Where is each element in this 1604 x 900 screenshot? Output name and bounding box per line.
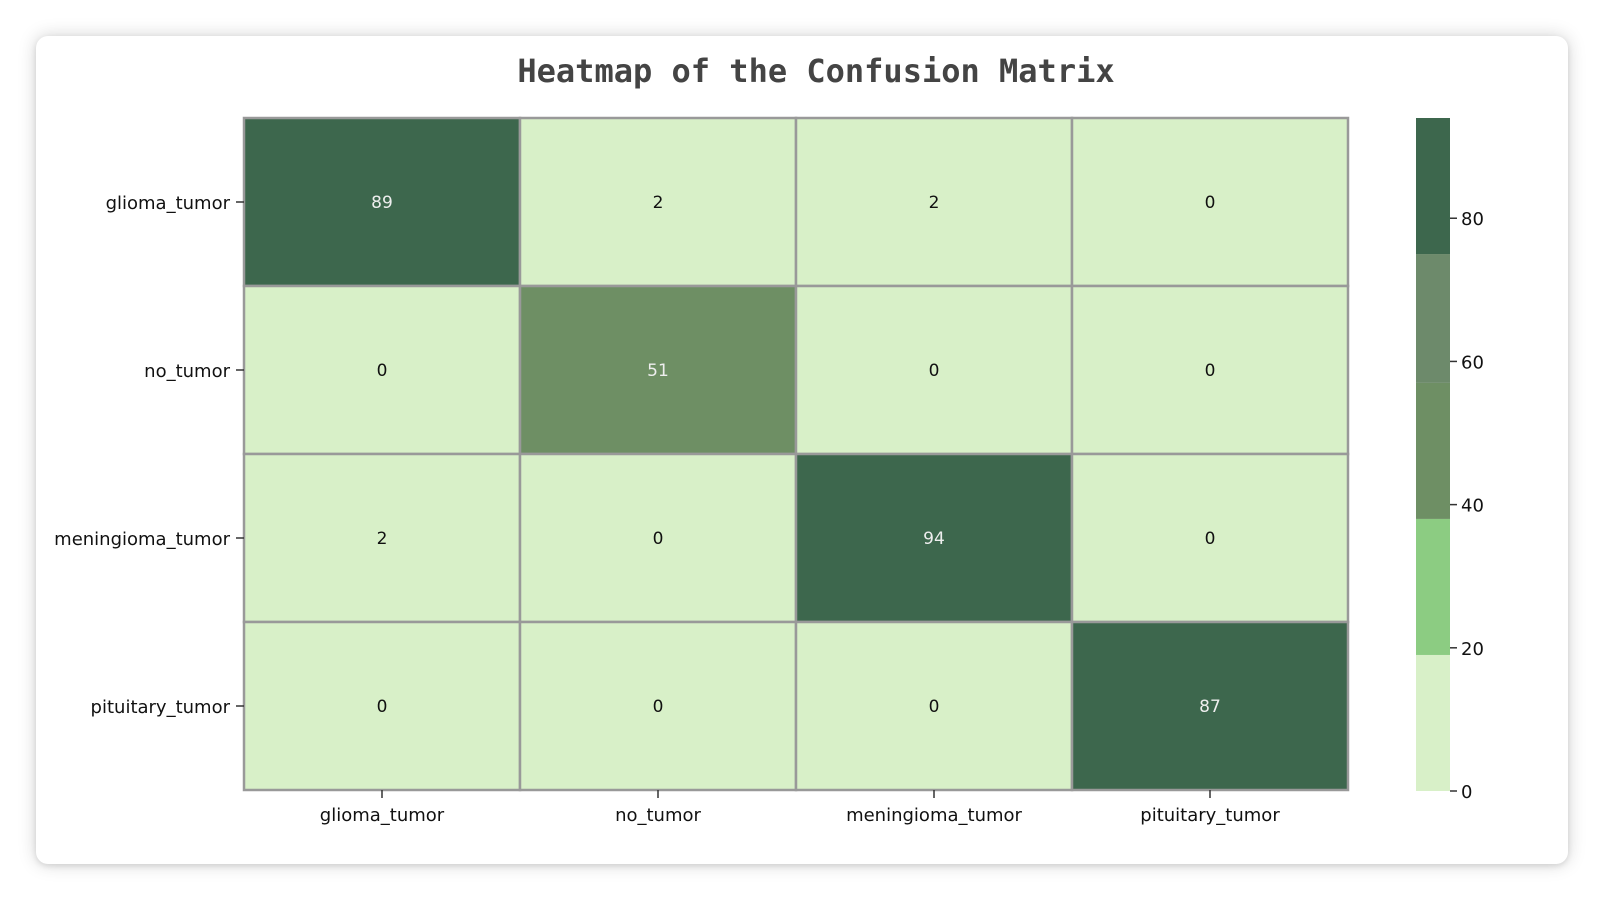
- colorbar-tick-label: 0: [1461, 782, 1472, 803]
- colorbar-segment: [1416, 654, 1450, 791]
- y-axis: glioma_tumor no_tumor meningioma_tumorpitu…: [54, 193, 244, 718]
- cell-value-label: 2: [377, 529, 388, 549]
- cell-value-label: 0: [653, 529, 664, 549]
- cell-value-label: 0: [1205, 361, 1216, 381]
- cell-value-label: 0: [377, 697, 388, 717]
- cell-value-label: 0: [1205, 193, 1216, 213]
- cell-value-label: 0: [377, 361, 388, 381]
- colorbar-segment: [1416, 382, 1450, 519]
- cell-value-label: 0: [929, 697, 940, 717]
- heatmap-cell-3-0: [242, 620, 522, 792]
- colorbar-segment: [1416, 118, 1450, 255]
- cell-value-label: 0: [1205, 529, 1216, 549]
- colorbar-tick-label: 40: [1461, 496, 1484, 517]
- colorbar-segment: [1416, 518, 1450, 655]
- colorbar-tick-label: 60: [1461, 352, 1484, 373]
- cell-value-label: 89: [371, 193, 393, 213]
- y-tick-label: meningioma_tumor: [54, 529, 230, 550]
- chart-card: Heatmap of the Confusion Matrix 89 2 2 0 0 51…: [36, 36, 1568, 864]
- x-tick-label: no_tumor: [615, 805, 701, 826]
- cell-value-label: 51: [647, 361, 669, 381]
- heatmap-cell-0-2: [794, 116, 1074, 288]
- colorbar-tick-label: 20: [1461, 639, 1484, 660]
- x-axis: glioma_tumor no_tumor meningioma_tumor pitu…: [320, 790, 1280, 826]
- cell-value-label: 2: [653, 193, 664, 213]
- cell-value-label: 87: [1199, 697, 1221, 717]
- cell-value-label: 0: [653, 697, 664, 717]
- heatmap-cell-0-3: [1070, 116, 1350, 288]
- cell-value-label: 0: [929, 361, 940, 381]
- heatmap-cells: 89 2 2 0 0 51 0 0 2 0 94 0 0 0 0 87: [242, 116, 1350, 792]
- x-tick-label: pituitary_tumor: [1140, 805, 1280, 826]
- cell-value-label: 94: [923, 529, 945, 549]
- heatmap-cell-1-3: [1070, 284, 1350, 456]
- colorbar-tick-label: 80: [1461, 209, 1484, 230]
- chart-title: Heatmap of the Confusion Matrix: [517, 52, 1114, 90]
- heatmap-cell-0-0: [242, 116, 522, 288]
- heatmap-cell-1-1: [518, 284, 798, 456]
- heatmap-cell-2-3: [1070, 452, 1350, 624]
- colorbar: 0 20 40 60 80: [1416, 118, 1484, 803]
- y-tick-label: no_tumor: [144, 361, 230, 382]
- heatmap-cell-3-1: [518, 620, 798, 792]
- heatmap-cell-3-3: [1070, 620, 1350, 792]
- y-tick-label: glioma_tumor: [106, 193, 231, 214]
- heatmap-cell-2-1: [518, 452, 798, 624]
- heatmap-cell-1-0: [242, 284, 522, 456]
- x-tick-label: meningioma_tumor: [846, 805, 1022, 826]
- x-tick-label: glioma_tumor: [320, 805, 445, 826]
- cell-value-label: 2: [929, 193, 940, 213]
- heatmap-chart: Heatmap of the Confusion Matrix 89 2 2 00 51…: [54, 52, 1484, 826]
- heatmap-cell-0-1: [518, 116, 798, 288]
- colorbar-segment: [1416, 254, 1450, 383]
- y-tick-label: pituitary_tumor: [91, 697, 231, 718]
